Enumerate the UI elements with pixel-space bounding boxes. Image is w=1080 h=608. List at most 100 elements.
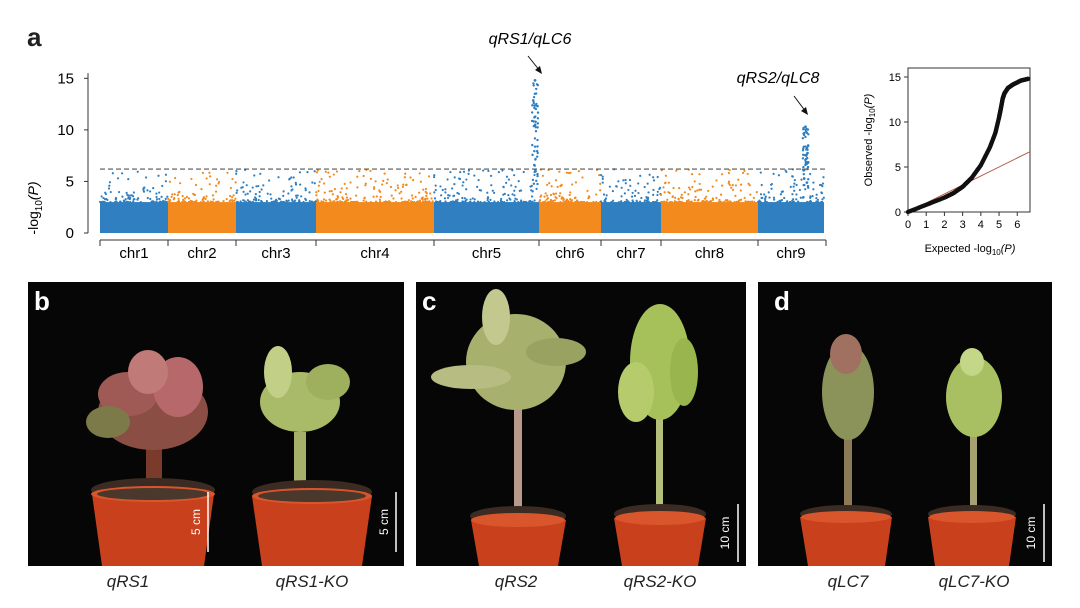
manhattan-peak-point [804,158,807,162]
plant-qlc7 [822,334,874,514]
manhattan-point [129,196,132,199]
manhattan-point [202,197,205,200]
manhattan-point [405,183,408,186]
manhattan-point [691,173,694,176]
manhattan-point [820,200,824,204]
manhattan-point [454,199,458,202]
manhattan-point [565,198,569,201]
manhattan-point [150,200,153,204]
manhattan-point [546,197,550,200]
scale-label-c: 10 cm [718,517,732,550]
manhattan-point [444,191,447,194]
manhattan-point [209,175,212,178]
qq-point [1025,76,1031,81]
manhattan-point [747,182,750,185]
manhattan-point [177,197,180,200]
manhattan-point [811,194,814,198]
manhattan-point [482,169,485,172]
manhattan-point [664,181,667,184]
manhattan-point [273,200,276,203]
manhattan-point [378,198,382,201]
manhattan-point [114,197,118,200]
manhattan-point [404,172,407,175]
manhattan-point [146,196,149,200]
manhattan-point [201,171,205,175]
manhattan-point [478,188,481,192]
manhattan-point [558,170,561,173]
manhattan-point [116,177,120,180]
manhattan-point [637,191,640,195]
manhattan-point [345,199,348,202]
manhattan-point [502,186,505,189]
manhattan-point [791,193,794,196]
manhattan-point [234,181,237,184]
manhattan-point [693,180,696,183]
manhattan-point [287,199,290,202]
manhattan-point [285,200,289,204]
manhattan-peak-point [535,149,539,153]
manhattan-point [727,171,730,175]
manhattan-point [549,198,553,202]
manhattan-point [453,183,456,186]
manhattan-point [658,186,662,189]
manhattan-point [586,200,589,204]
manhattan-peak-point [804,130,808,133]
pot-qrs2-ko [614,504,706,566]
manhattan-point [392,197,395,200]
manhattan-peak-point [534,158,537,161]
manhattan-point [677,197,680,201]
manhattan-point [727,182,730,185]
manhattan-xtick-label: chr8 [695,245,724,262]
manhattan-point [211,200,214,203]
manhattan-point [546,194,549,197]
manhattan-point [335,170,339,173]
manhattan-point [167,197,170,200]
manhattan-point [721,184,724,187]
manhattan-point [439,185,442,188]
manhattan-point [587,197,590,200]
manhattan-point [764,198,767,202]
manhattan-point [158,191,161,194]
manhattan-point [665,200,668,204]
manhattan-point [513,174,516,177]
manhattan-point [640,196,643,200]
manhattan-point [446,196,450,200]
manhattan-point [698,173,701,176]
manhattan-point [733,200,736,204]
manhattan-point [486,196,490,200]
manhattan-point [469,198,472,201]
manhattan-point [444,188,447,191]
qq-xtick-label: 4 [978,219,984,231]
manhattan-point [362,174,365,178]
manhattan-point [691,185,694,189]
manhattan-point [622,179,625,182]
manhattan-point [793,189,796,192]
manhattan-point [779,193,783,196]
manhattan-point [317,189,320,193]
manhattan-point [506,199,509,202]
manhattan-point [759,200,762,204]
manhattan-point [295,194,298,197]
manhattan-peak-point [801,149,805,152]
manhattan-point [638,200,642,203]
manhattan-point [379,190,382,193]
manhattan-point [679,196,683,199]
manhattan-point [375,200,378,204]
manhattan-point [235,169,238,173]
manhattan-point [448,194,451,197]
plant-qlc7-ko [946,348,1002,514]
manhattan-peak-point [530,119,534,123]
manhattan-point [493,200,496,203]
manhattan-point [339,191,342,194]
manhattan-point [169,199,172,202]
manhattan-point [530,200,534,203]
manhattan-point [473,198,476,201]
manhattan-point [405,200,408,203]
manhattan-point [586,189,589,193]
manhattan-point [674,196,677,199]
manhattan-point [822,196,825,199]
manhattan-point [815,197,818,200]
manhattan-point [389,185,393,189]
qq-plot-frame [907,67,1031,213]
manhattan-point [462,181,465,184]
